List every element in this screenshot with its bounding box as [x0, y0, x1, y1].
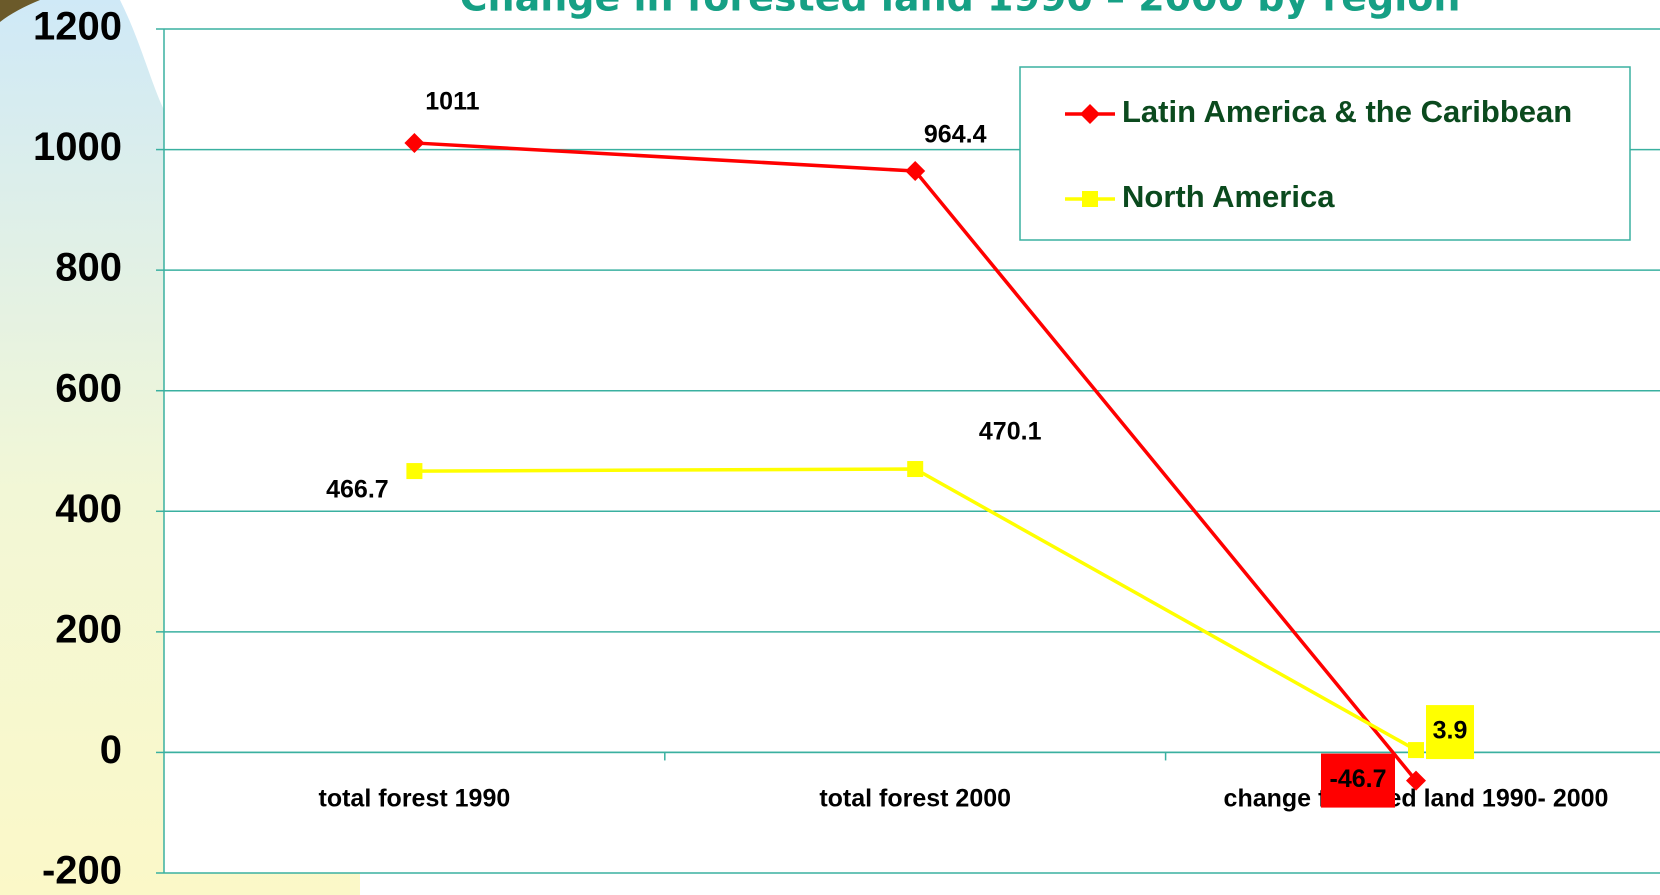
data-label: 466.7 [326, 476, 389, 504]
y-tick-label: 600 [55, 366, 122, 410]
y-tick-label: 1000 [33, 125, 122, 169]
marker [1080, 104, 1100, 124]
y-tick-label: 0 [100, 728, 122, 772]
legend-label: Latin America & the Caribbean [1122, 94, 1572, 129]
corner-decoration [0, 0, 40, 22]
marker [907, 461, 924, 478]
y-tick-label: 200 [55, 607, 122, 651]
y-tick-label: -200 [42, 849, 122, 893]
marker [406, 463, 423, 480]
data-label: 1011 [425, 88, 479, 116]
marker [1408, 742, 1424, 759]
y-tick-label: 1200 [33, 5, 122, 49]
marker [1406, 770, 1426, 791]
y-tick-label: 400 [55, 487, 122, 531]
data-label-box [1321, 753, 1395, 808]
data-label: 470.1 [979, 418, 1042, 446]
data-label: 964.4 [924, 121, 987, 149]
data-label: 3.9 [1433, 717, 1468, 745]
x-tick-label: total forest 1990 [319, 785, 511, 813]
data-label-box [1426, 705, 1474, 760]
background-decoration [0, 0, 360, 895]
marker [905, 161, 926, 182]
chart-title: Change in forested land 1990 – 2000 by r… [460, 0, 1461, 20]
x-tick-label: total forest 2000 [819, 785, 1011, 813]
marker [404, 132, 425, 153]
data-label: -46.7 [1330, 765, 1387, 793]
y-tick-label: 800 [55, 246, 122, 290]
legend-label: North America [1122, 179, 1335, 214]
marker [1082, 191, 1098, 207]
legend-box [1019, 66, 1631, 241]
